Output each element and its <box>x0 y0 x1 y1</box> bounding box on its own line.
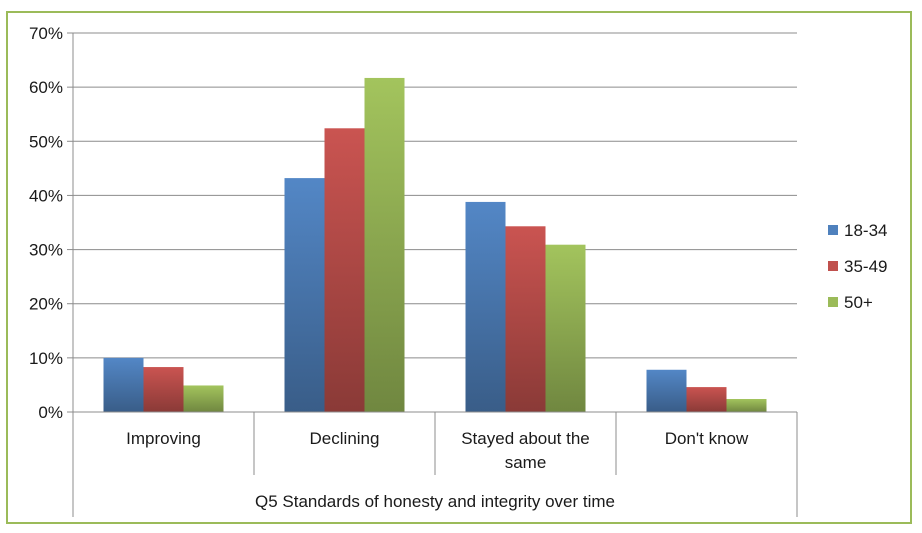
chart-frame <box>6 11 912 524</box>
axes <box>72 33 798 517</box>
legend-swatch <box>828 261 838 271</box>
bar-35-49-3 <box>505 226 546 412</box>
y-tick-label: 30% <box>29 241 63 260</box>
bar-18-34-1 <box>103 357 144 412</box>
group-label: Q5 Standards of honesty and integrity ov… <box>255 492 615 511</box>
y-tick-label: 40% <box>29 186 63 205</box>
category-label: same <box>505 453 547 472</box>
legend: 18-34 35-49 50+ <box>828 221 887 312</box>
y-tick-label: 60% <box>29 78 63 97</box>
bar-35-49-2 <box>324 128 365 412</box>
legend-label: 35-49 <box>844 257 887 276</box>
bar-35-49-4 <box>686 387 727 412</box>
legend-label: 50+ <box>844 293 873 312</box>
category-label: Improving <box>126 429 201 448</box>
y-tick-label: 70% <box>29 24 63 43</box>
legend-label: 18-34 <box>844 221 887 240</box>
category-label: Don't know <box>665 429 749 448</box>
bar-18-34-2 <box>284 178 325 412</box>
y-tick-label: 50% <box>29 132 63 151</box>
bar-50+-3 <box>545 244 586 412</box>
y-tick-labels: 0% 10% 20% 30% 40% 50% 60% 70% <box>29 24 63 422</box>
category-label: Declining <box>310 429 380 448</box>
bars <box>103 77 767 412</box>
category-labels: Improving Declining Stayed about the same Do… <box>126 429 749 472</box>
category-label: Stayed about the <box>461 429 590 448</box>
bar-50+-2 <box>364 77 405 412</box>
bar-18-34-4 <box>646 369 687 412</box>
y-tick-label: 10% <box>29 349 63 368</box>
y-tick-label: 0% <box>38 403 63 422</box>
bar-35-49-1 <box>143 367 184 412</box>
gridlines <box>67 32 797 413</box>
y-tick-label: 20% <box>29 295 63 314</box>
bar-50+-1 <box>183 385 224 412</box>
legend-swatch <box>828 225 838 235</box>
bar-18-34-3 <box>465 201 506 412</box>
bar-50+-4 <box>726 399 767 412</box>
legend-swatch <box>828 297 838 307</box>
